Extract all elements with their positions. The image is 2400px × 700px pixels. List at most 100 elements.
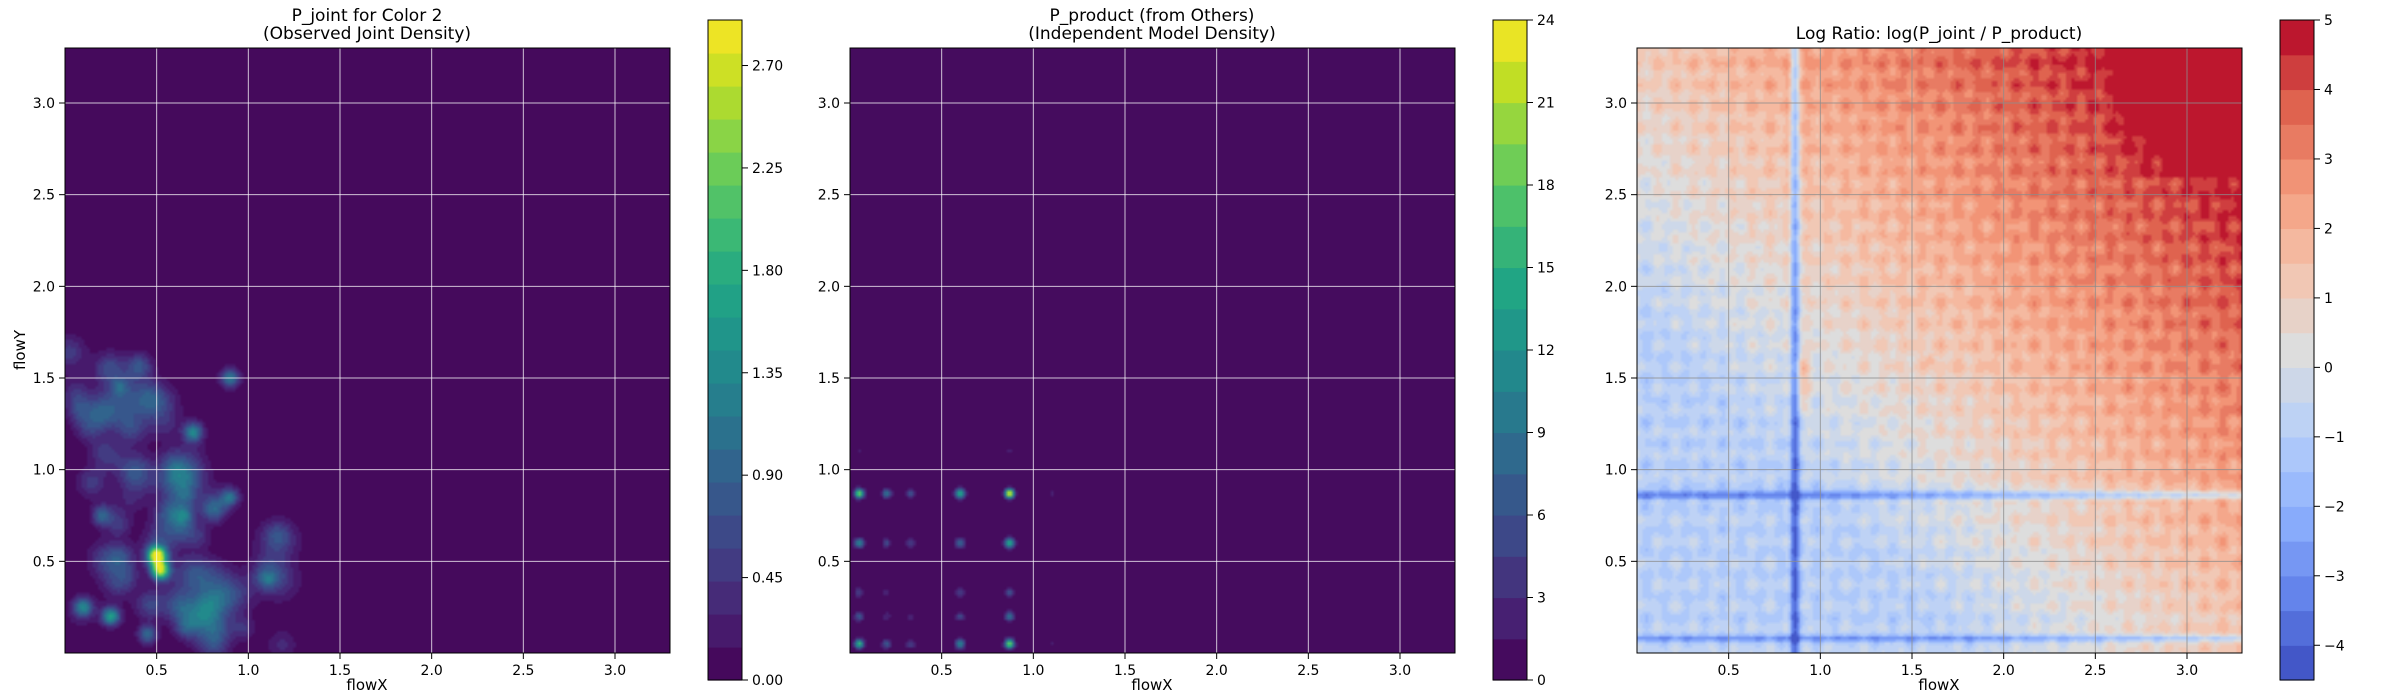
colorbar-band [1493,432,1527,475]
x-tick-label: 2.0 [1993,663,2015,679]
colorbar-band [708,152,742,186]
colorbar-tick-label: 3 [2324,152,2333,168]
y-tick-label: 1.0 [1605,463,1627,479]
chart-subtitle: (Independent Model Density) [1028,24,1276,44]
colorbar-band [1493,185,1527,227]
panel-joint: P_joint for Color 2 (Observed Joint Dens… [11,6,783,694]
colorbar-tick-label: 2.70 [752,59,783,75]
x-tick-label: 2.5 [1297,663,1319,679]
x-tick-label: 1.5 [1114,663,1136,679]
colorbar: 0.00 0.45 0.90 1.35 1.80 2.25 2.70 [707,19,783,689]
y-tick-label: 2.5 [818,188,840,204]
colorbar-tick-label: 1.80 [752,263,783,279]
x-tick-label: 1.0 [237,663,259,679]
colorbar-band [2280,436,2314,473]
colorbar-tick-label: 1 [2324,291,2333,307]
colorbar-band [708,581,742,615]
colorbar-band [2280,471,2314,507]
colorbar: 0 3 6 9 12 15 18 21 24 [1492,13,1555,689]
y-tick-label: 3.0 [818,96,840,112]
colorbar-tick-label: 2.25 [752,161,783,177]
colorbar-tick-label: 5 [2324,13,2333,29]
x-tick-label: 2.0 [1206,663,1228,679]
x-tick-label: 2.5 [2084,663,2106,679]
heatmap-image [1637,48,2242,653]
colorbar-band [2280,297,2314,334]
x-tick-label: 1.0 [1022,663,1044,679]
x-tick-label: 3.0 [2176,663,2198,679]
plot-frame [1636,47,2243,654]
heatmap-area [65,48,670,653]
chart-title: Log Ratio: log(P_joint / P_product) [1796,24,2082,44]
x-tick-label: 0.5 [1718,663,1740,679]
x-ticks: 0.5 1.0 1.5 2.0 2.5 3.0 [1718,653,2198,679]
x-ticks: 0.5 1.0 1.5 2.0 2.5 3.0 [146,653,626,679]
colorbar-band [2280,332,2314,368]
gridlines [1637,48,2242,653]
colorbar-band [708,515,742,549]
heatmap-image [850,48,1455,653]
panel-log-ratio: Log Ratio: log(P_joint / P_product) 0.5 1… [1605,13,2345,694]
colorbar-band [2280,54,2314,91]
colorbar-tick-label: 0 [1537,673,1546,689]
panel-product: P_product (from Others) (Independent Mod… [818,6,1555,694]
x-tick-label: 0.5 [931,663,953,679]
chart-title: P_product (from Others) [1050,6,1255,26]
colorbar-band [2280,89,2314,125]
colorbar-tick-label: −4 [2324,638,2345,654]
colorbar-band [1493,556,1527,599]
x-tick-label: 3.0 [1389,663,1411,679]
colorbar-band [708,218,742,252]
y-tick-label: 2.0 [33,279,55,295]
colorbar-band [708,185,742,219]
colorbar-band [1493,308,1527,351]
colorbar-band [1493,143,1527,186]
colorbar-band [708,647,742,681]
colorbar-band [2280,610,2314,646]
x-tick-label: 1.0 [1809,663,1831,679]
colorbar-band [1493,597,1527,640]
x-ticks: 0.5 1.0 1.5 2.0 2.5 3.0 [931,653,1411,679]
y-tick-label: 2.0 [1605,279,1627,295]
colorbar-band [2280,645,2314,681]
colorbar-band [708,416,742,450]
colorbar-band [708,317,742,351]
colorbar-band [708,383,742,417]
gridlines [850,48,1455,653]
colorbar-band [2280,20,2314,56]
y-tick-label: 0.5 [818,554,840,570]
gridlines [65,48,670,653]
colorbar-frame [2279,19,2315,681]
colorbar-tick-label: −1 [2324,430,2345,446]
colorbar-band [2280,228,2314,264]
colorbar-band [2280,506,2314,542]
colorbar-band [2280,193,2314,230]
y-tick-label: 1.5 [818,371,840,387]
colorbar-band [2280,367,2314,403]
colorbar-band [708,284,742,318]
colorbar-tick-label: 9 [1537,426,1546,442]
colorbar-band [1493,473,1527,516]
colorbar-band [2280,263,2314,299]
colorbar-band [2280,575,2314,612]
colorbar-band [708,614,742,648]
colorbar-band [708,449,742,483]
x-axis-label: flowX [346,676,387,694]
heatmap-image [65,48,670,653]
colorbar-tick-label: 0.45 [752,571,783,587]
heatmap-area [850,48,1455,653]
colorbar-tick-label: 0 [2324,360,2333,376]
colorbar-band [1493,20,1527,62]
chart-title: P_joint for Color 2 [292,6,443,26]
colorbar-band [2280,124,2314,160]
colorbar-tick-label: 2 [2324,221,2333,237]
y-tick-label: 1.0 [33,463,55,479]
y-ticks: 0.5 1.0 1.5 2.0 2.5 3.0 [1605,96,1637,570]
colorbar-band [708,251,742,285]
colorbar-band [2280,402,2314,438]
colorbar-tick-label: 24 [1537,13,1555,29]
x-tick-label: 2.0 [421,663,443,679]
colorbar-ticks: 0.00 0.45 0.90 1.35 1.80 2.25 2.70 [742,59,783,689]
colorbar-band [2280,541,2314,577]
